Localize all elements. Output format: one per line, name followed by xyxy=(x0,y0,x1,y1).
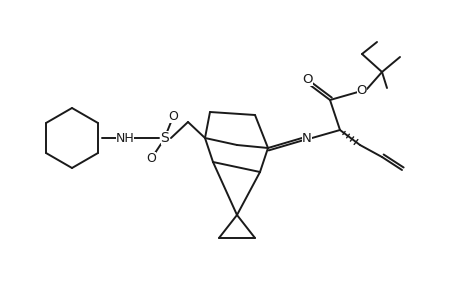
Text: S: S xyxy=(160,131,169,145)
Text: O: O xyxy=(168,110,178,122)
Text: N: N xyxy=(302,131,311,145)
Text: O: O xyxy=(356,83,366,97)
Text: O: O xyxy=(302,73,313,85)
Text: O: O xyxy=(146,152,156,164)
Text: NH: NH xyxy=(115,131,134,145)
